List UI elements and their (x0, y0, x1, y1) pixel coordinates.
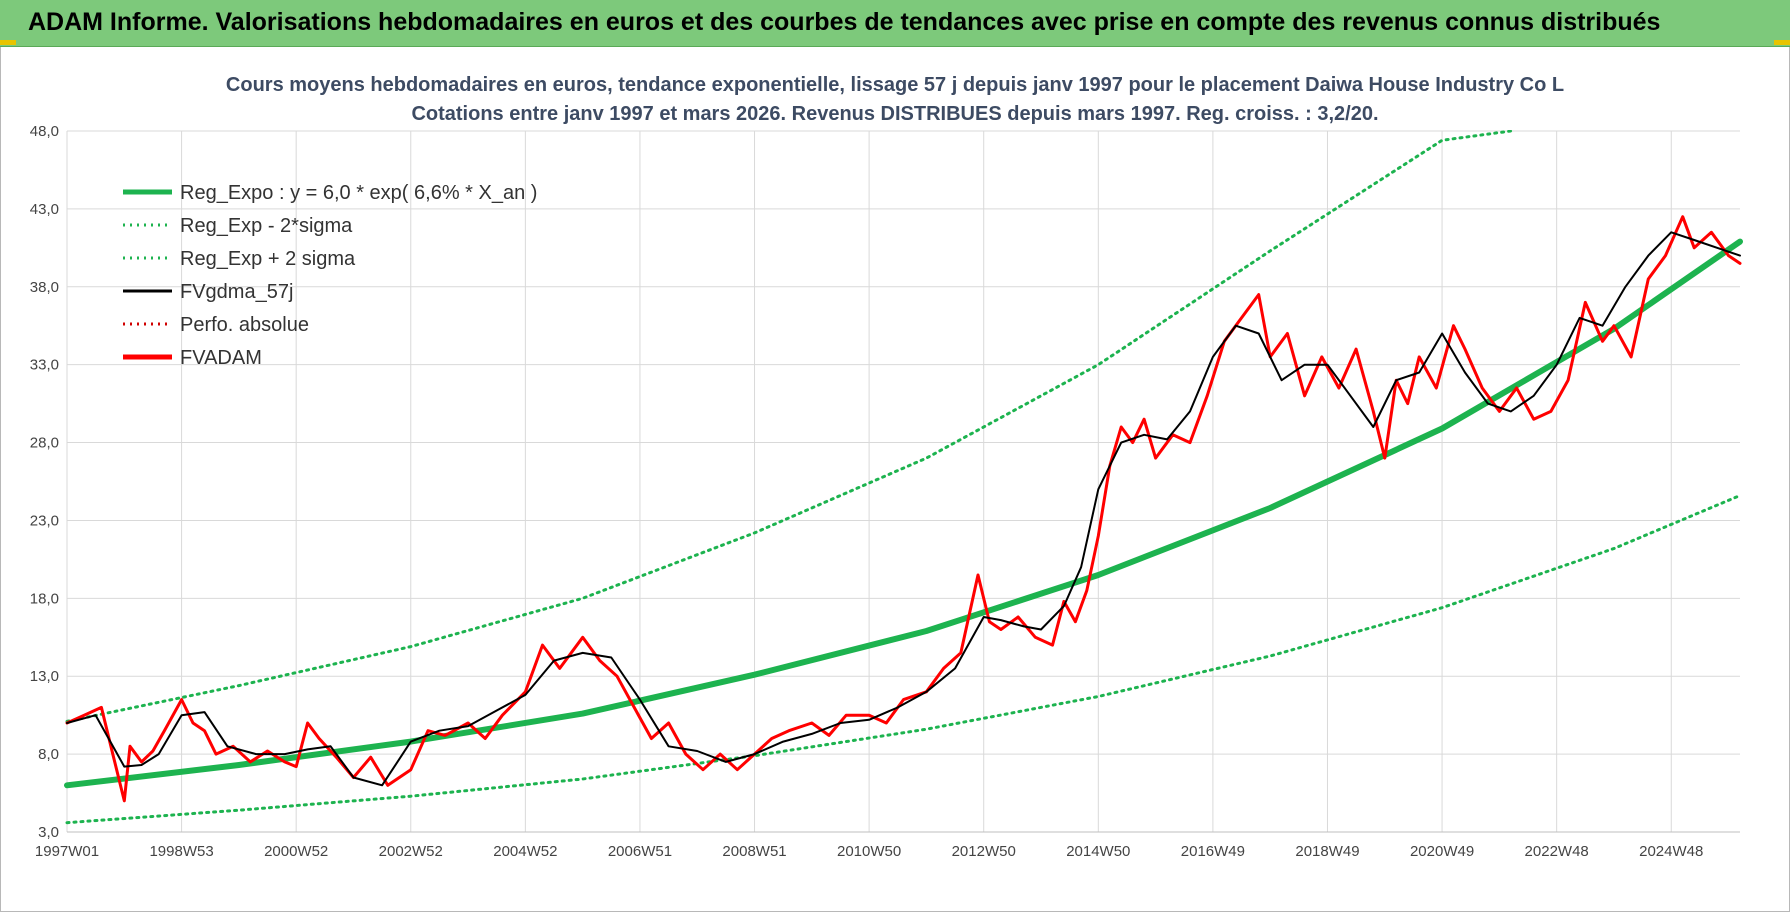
y-tick-label: 48,0 (30, 123, 59, 140)
x-tick-label: 1997W01 (35, 843, 99, 860)
y-tick-label: 23,0 (30, 512, 59, 529)
series-line-reg_exp (65, 494, 1742, 825)
series-lines (64, 129, 1743, 825)
legend-label: FVgdma_57j (180, 281, 293, 303)
y-tick-label: 33,0 (30, 357, 59, 374)
y-tick-label: 18,0 (30, 590, 59, 607)
series-line-fvadam (65, 215, 1742, 803)
x-tick-label: 2006W51 (608, 843, 672, 860)
y-tick-label: 8,0 (38, 746, 59, 763)
series-line-reg_exp (65, 129, 1513, 723)
x-tick-label: 2012W50 (952, 843, 1016, 860)
x-tick-label: 2004W52 (493, 843, 557, 860)
report-title: ADAM Informe. Valorisations hebdomadaire… (28, 8, 1661, 36)
y-tick-label: 43,0 (30, 201, 59, 218)
series-line-fvgdma_57j (66, 231, 1741, 787)
title-backdrop (220, 66, 1570, 130)
legend-label: Reg_Exp + 2 sigma (180, 248, 356, 270)
x-tick-label: 2010W50 (837, 843, 901, 860)
y-tick-label: 28,0 (30, 435, 59, 452)
grid (66, 130, 1740, 833)
y-axis-ticks: 48,0 43,0 38,0 33,0 28,0 23,0 18,0 13,0 8,0 3,0 (30, 123, 59, 841)
legend: Reg_Expo : y = 6,0 * exp( 6,6% * X_an ) R… (123, 182, 537, 369)
x-tick-label: 2018W49 (1295, 843, 1359, 860)
x-axis-ticks: 1997W01 1998W53 2000W52 2002W52 2004W52 2006W… (35, 843, 1703, 860)
x-tick-label: 2024W48 (1639, 843, 1703, 860)
y-tick-label: 3,0 (38, 824, 59, 841)
corner-marker-top-left (0, 40, 16, 45)
x-tick-label: 2016W49 (1181, 843, 1245, 860)
y-tick-label: 13,0 (30, 668, 59, 685)
x-tick-label: 2002W52 (379, 843, 443, 860)
title-banner: ADAM Informe. Valorisations hebdomadaire… (0, 0, 1790, 47)
line-chart: 48,0 43,0 38,0 33,0 28,0 23,0 18,0 13,0 8,0 3,0 1… (30, 66, 1743, 860)
x-tick-label: 2000W52 (264, 843, 328, 860)
legend-label: Reg_Expo : y = 6,0 * exp( 6,6% * X_an ) (180, 182, 537, 204)
x-tick-label: 1998W53 (149, 843, 213, 860)
y-tick-label: 38,0 (30, 279, 59, 296)
series-line-reg_expo (64, 238, 1743, 789)
chart-title: Cours moyens hebdomadaires en euros, ten… (226, 74, 1564, 96)
x-tick-label: 2008W51 (722, 843, 786, 860)
legend-label: FVADAM (180, 347, 262, 369)
x-tick-label: 2014W50 (1066, 843, 1130, 860)
legend-label: Reg_Exp - 2*sigma (180, 215, 353, 237)
corner-marker-top-right (1774, 40, 1790, 45)
x-tick-label: 2022W48 (1525, 843, 1589, 860)
legend-label: Perfo. absolue (180, 314, 309, 336)
chart-subtitle: Cotations entre janv 1997 et mars 2026. … (411, 103, 1378, 125)
x-tick-label: 2020W49 (1410, 843, 1474, 860)
